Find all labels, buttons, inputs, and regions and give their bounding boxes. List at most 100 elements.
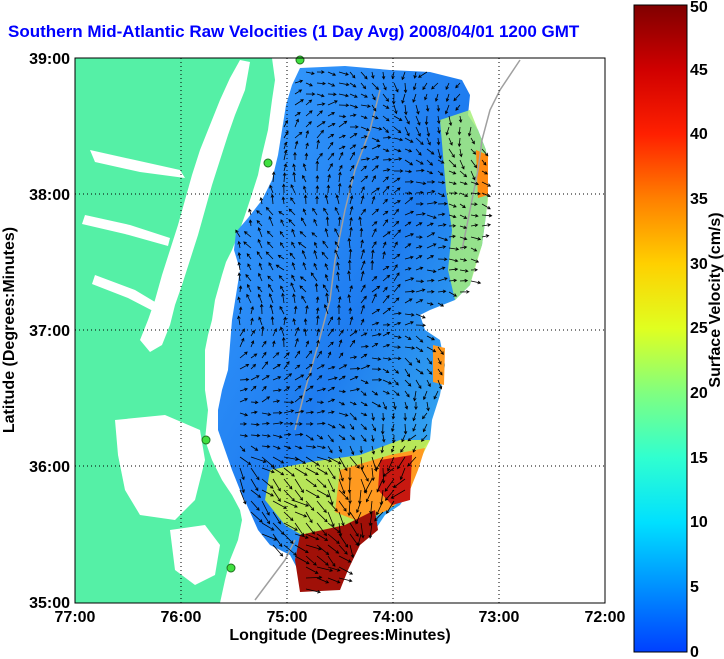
current-vector-arrow [404, 210, 415, 216]
current-vector-arrow [261, 522, 275, 531]
current-vector-arrow [382, 168, 391, 172]
current-vector-arrow [316, 445, 326, 450]
current-vector-arrow [382, 176, 389, 183]
current-vector-arrow [481, 203, 491, 210]
current-vector-arrow [265, 206, 274, 216]
current-vector-arrow [426, 401, 430, 412]
current-vector-arrow [265, 251, 274, 260]
current-vector-arrow [294, 422, 303, 426]
current-vector-arrow [324, 273, 329, 282]
x-tick-label: 72:00 [585, 609, 626, 626]
current-vector-arrow [243, 231, 252, 238]
current-vector-arrow [327, 82, 336, 87]
current-vector-arrow [261, 375, 270, 381]
current-vector-arrow [393, 208, 400, 216]
current-vector-arrow [360, 412, 368, 417]
current-vector-arrow [239, 387, 249, 392]
current-vector-arrow [448, 214, 457, 219]
current-vector-arrow [305, 478, 317, 488]
current-vector-arrow [360, 379, 369, 384]
current-vector-arrow [305, 385, 314, 392]
current-vector-arrow [282, 172, 287, 183]
current-vector-arrow [415, 202, 424, 206]
current-vector-arrow [404, 233, 415, 238]
current-vector-arrow [360, 157, 371, 161]
current-vector-arrow [313, 262, 318, 271]
current-vector-arrow [256, 251, 263, 260]
current-vector-arrow [426, 180, 436, 184]
current-vector-arrow [283, 445, 292, 450]
current-vector-arrow [349, 144, 357, 150]
current-vector-arrow [250, 400, 259, 405]
current-vector-arrow [313, 241, 318, 249]
current-vector-arrow [239, 433, 249, 438]
current-vector-arrow [279, 305, 285, 315]
current-vector-arrow [356, 500, 362, 514]
current-vector-arrow [294, 409, 305, 414]
current-vector-arrow [250, 511, 263, 523]
current-vector-arrow [334, 206, 340, 216]
current-vector-arrow [448, 247, 460, 251]
current-vector-arrow [305, 434, 314, 441]
current-vector-arrow [283, 130, 289, 139]
current-vector-arrow [294, 140, 299, 150]
current-vector-arrow [371, 445, 376, 455]
colorbar-tick-label: 35 [690, 191, 708, 208]
current-vector-arrow [459, 236, 468, 241]
current-vector-arrow [266, 230, 274, 238]
current-vector-arrow [470, 258, 480, 263]
current-vector-arrow [279, 230, 285, 238]
current-vector-arrow [349, 93, 358, 98]
current-vector-arrow [349, 195, 354, 205]
current-vector-arrow [305, 110, 313, 117]
current-vector-arrow [316, 314, 320, 326]
current-vector-arrow [347, 293, 351, 304]
current-vector-arrow [393, 82, 399, 93]
current-vector-arrow [382, 343, 391, 348]
current-vector-arrow [270, 316, 275, 326]
current-vector-arrow [453, 93, 461, 102]
current-vector-arrow [437, 289, 447, 294]
current-vector-arrow [481, 234, 490, 238]
current-vector-arrow [336, 261, 340, 271]
current-vector-arrow [365, 489, 373, 503]
current-vector-arrow [426, 269, 437, 273]
current-vector-arrow [381, 434, 386, 443]
current-vector-arrow [327, 163, 333, 172]
current-vector-arrow [371, 249, 375, 260]
current-vector-arrow [272, 478, 281, 492]
current-vector-arrow [382, 104, 390, 109]
current-vector-arrow [392, 434, 396, 444]
current-vector-arrow [338, 511, 345, 527]
current-vector-arrow [371, 93, 376, 101]
current-vector-arrow [237, 272, 242, 282]
current-vector-arrow [371, 367, 382, 371]
current-vector-arrow [422, 423, 428, 433]
current-vector-arrow [358, 216, 362, 227]
current-vector-arrow [422, 390, 428, 401]
current-vector-arrow [283, 141, 288, 150]
current-vector-arrow [382, 157, 393, 162]
current-vector-arrow [250, 500, 260, 511]
current-vector-arrow [278, 275, 285, 282]
current-vector-arrow [448, 278, 458, 283]
current-vector-arrow [280, 241, 285, 249]
current-vector-arrow [338, 423, 346, 429]
current-vector-arrow [283, 533, 294, 545]
current-vector-arrow [403, 82, 408, 94]
current-vector-arrow [327, 351, 332, 359]
current-vector-arrow [393, 321, 402, 326]
current-vector-arrow [360, 364, 371, 370]
current-vector-arrow [348, 184, 352, 194]
current-vector-arrow [294, 337, 299, 348]
current-vector-arrow [434, 93, 439, 102]
current-vector-arrow [338, 467, 344, 482]
current-vector-arrow [283, 489, 296, 502]
x-tick-label: 77:00 [55, 609, 96, 626]
bathymetry-contour [461, 59, 521, 251]
current-vector-arrow [382, 219, 389, 227]
current-vector-arrow [349, 456, 360, 469]
current-vector-arrow [437, 180, 446, 185]
current-vector-arrow [316, 522, 328, 537]
current-vector-arrow [239, 337, 245, 348]
